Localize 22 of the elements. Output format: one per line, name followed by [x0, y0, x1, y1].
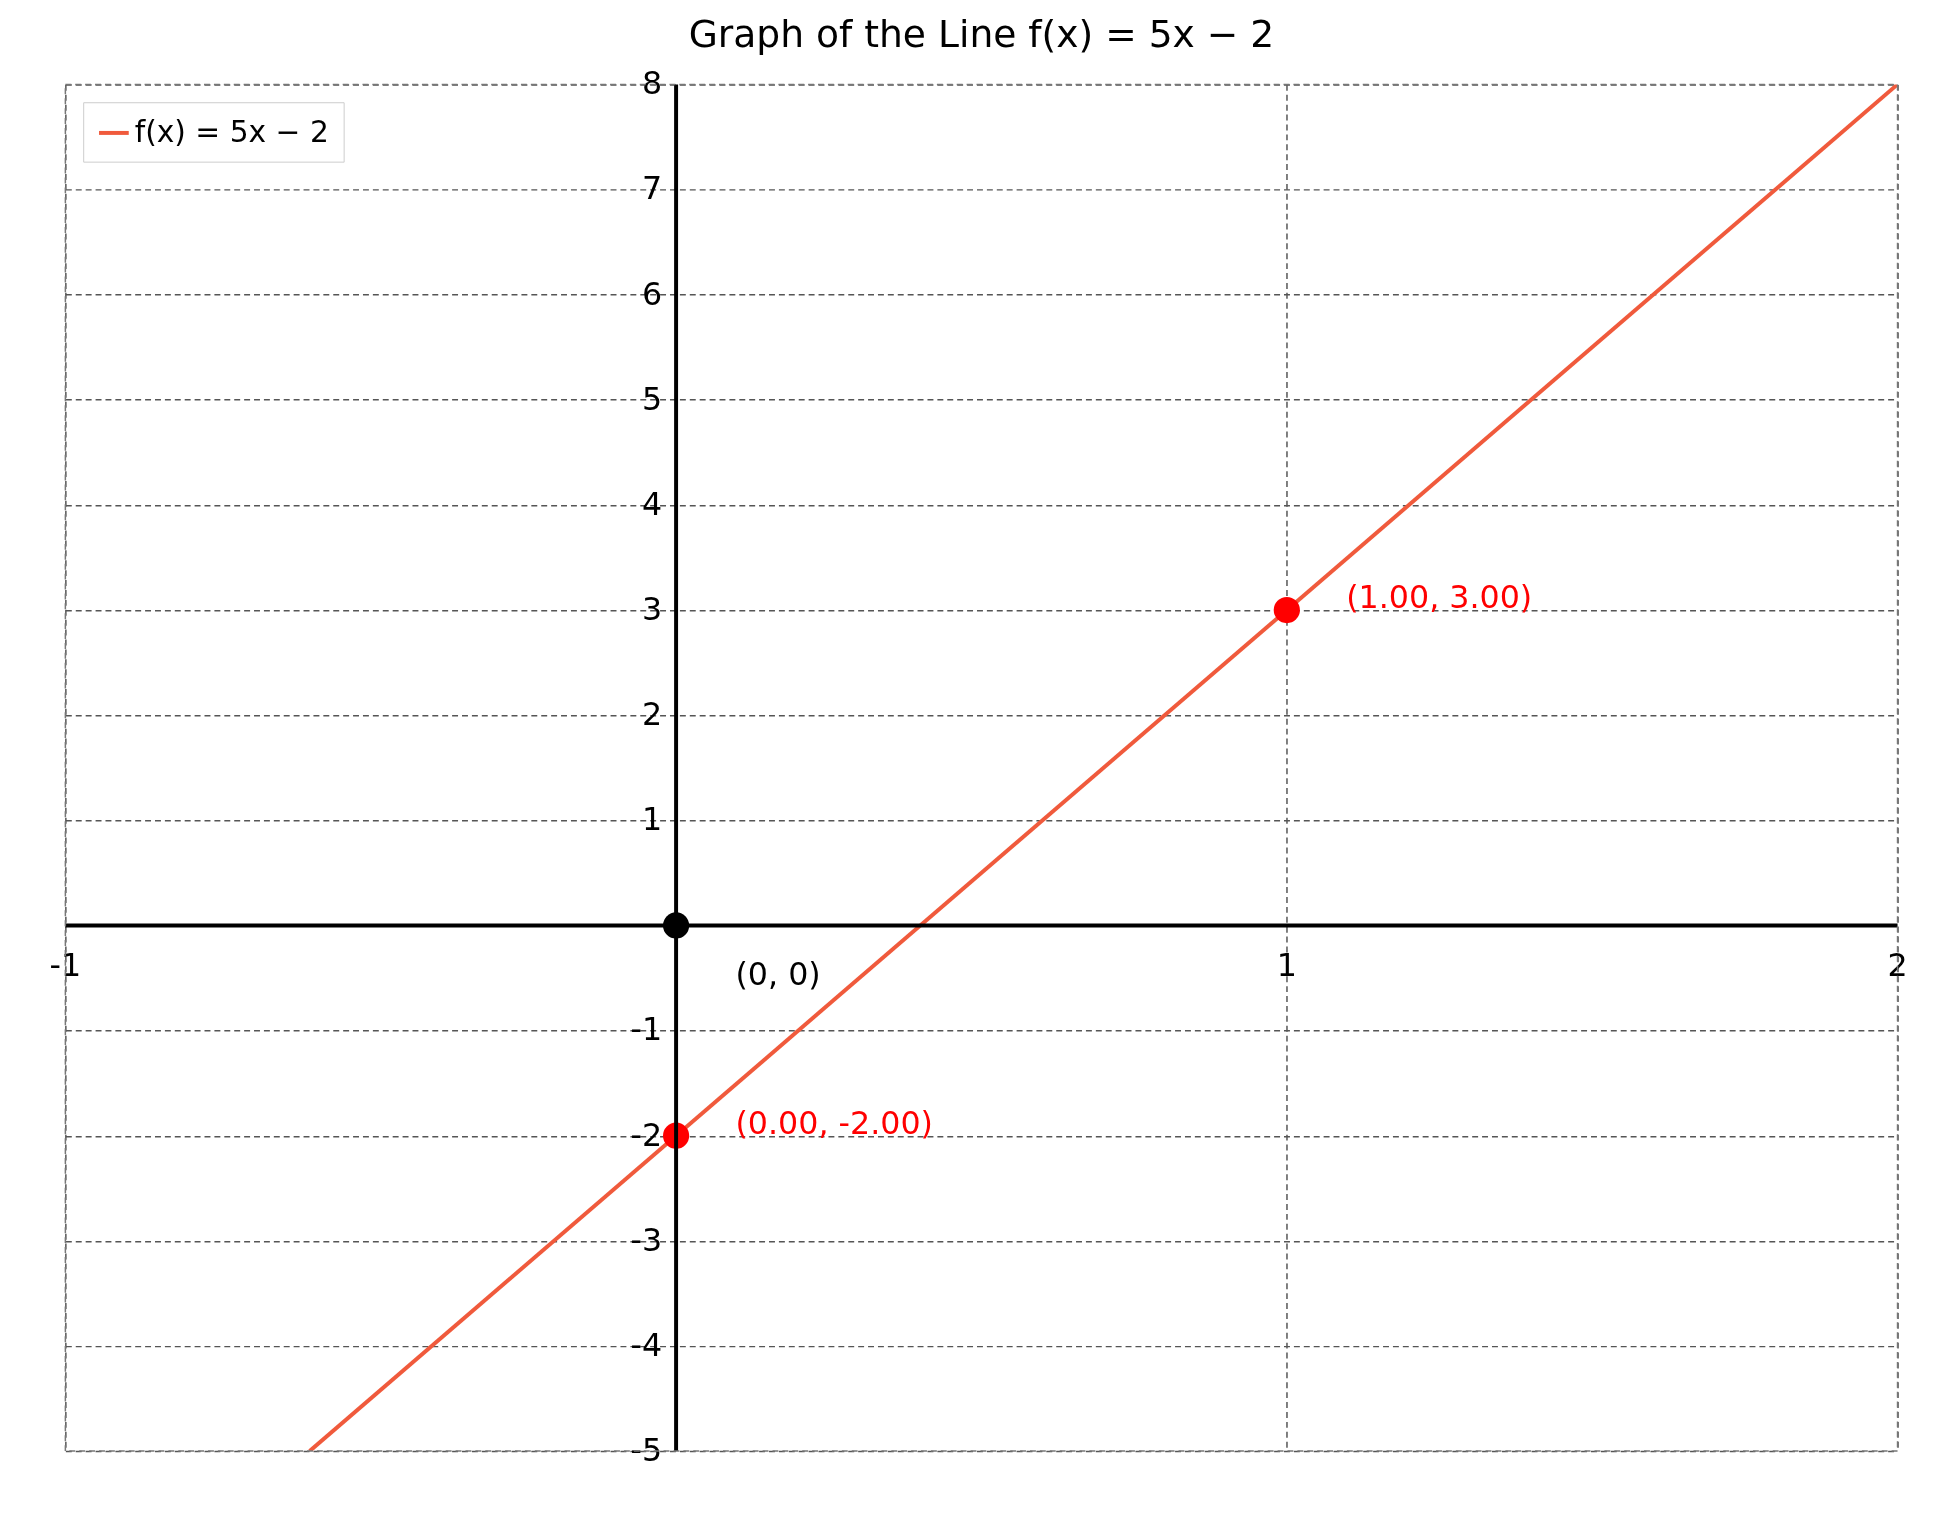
y-tick-label: 3 [642, 590, 663, 627]
y-tick-label: 8 [642, 65, 663, 102]
y-tick-label: -1 [630, 1011, 663, 1048]
y-tick-label: 5 [642, 380, 663, 417]
y-tick-label: 6 [642, 275, 663, 312]
y-tick-label: -2 [630, 1116, 663, 1153]
x-tick-label: 1 [1276, 946, 1297, 983]
chart-title: Graph of the Line f(x) = 5x − 2 [688, 11, 1275, 56]
data-label: (0.00, -2.00) [735, 1104, 933, 1141]
y-tick-label: -3 [630, 1221, 663, 1258]
point [1273, 596, 1300, 624]
y-tick-label: -5 [630, 1432, 663, 1469]
x-tick-label: 2 [1887, 946, 1908, 983]
data-label: (0, 0) [735, 955, 821, 992]
y-tick-label: 7 [642, 170, 663, 207]
y-tick-label: 2 [642, 696, 663, 733]
y-tick-label: -4 [630, 1326, 663, 1363]
y-tick-label: 4 [642, 485, 663, 522]
y-tick-label: 1 [642, 801, 663, 838]
data-label: (1.00, 3.00) [1346, 579, 1533, 616]
x-tick-label: -1 [49, 946, 82, 983]
legend-label: f(x) = 5x − 2 [134, 113, 329, 149]
